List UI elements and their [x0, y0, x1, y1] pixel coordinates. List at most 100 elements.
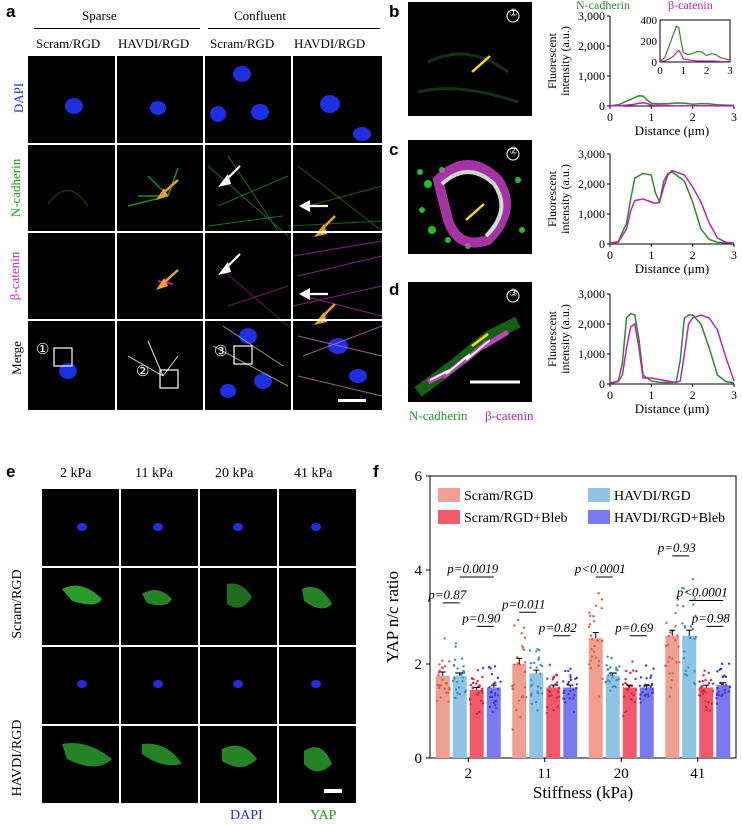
chart-f-point [487, 665, 491, 669]
chart-f-point [605, 664, 608, 667]
chart-f-point [511, 728, 514, 731]
chart-f-point [479, 699, 483, 703]
chart-f-point [608, 680, 612, 683]
chart-f-point [575, 686, 578, 690]
chart-f-point [569, 676, 572, 679]
channel-dapi-label: DAPI [230, 808, 263, 823]
chart-f-point [639, 693, 642, 696]
chart-f-xtick-label: 20 [614, 766, 629, 782]
chart-f-point [723, 691, 727, 694]
chart-f-point [683, 626, 687, 629]
chart-f-point [445, 691, 448, 694]
panel-f-label: f [373, 462, 379, 481]
chart-f-xtick-label: 41 [690, 766, 705, 782]
profile-legend-bcat: β-catenin [668, 0, 713, 12]
chart-f-point [452, 664, 456, 667]
chart-f-point [552, 708, 555, 712]
chart-f-point [555, 683, 559, 687]
merge-row [53, 325, 382, 402]
chart-f-point [604, 680, 608, 683]
chart-f-point [685, 590, 689, 593]
chart-f-point [609, 666, 612, 669]
chart-f-point [685, 674, 689, 677]
chart-f-point [675, 661, 678, 664]
chart-f-point [443, 687, 447, 690]
chart-f-point [546, 677, 549, 680]
chart-f-point [698, 693, 701, 697]
chart-f-frame [429, 475, 737, 759]
chart-b-ytick-label: 1,000 [578, 69, 605, 83]
chart-d-series-0 [609, 312, 735, 384]
chart-f-bar [639, 687, 654, 758]
panel-d-label: d [389, 280, 400, 299]
chart-f-point [528, 649, 532, 652]
chart-f-point [720, 683, 724, 686]
stiffness-label-1: 2 kPa [60, 466, 92, 481]
chart-f-point [652, 667, 655, 670]
chart-f-point [651, 691, 655, 694]
chart-f-point [456, 667, 459, 670]
chart-f-point [488, 705, 492, 709]
chart-f-point [469, 703, 472, 706]
chart-f-point [589, 659, 592, 663]
chart-f-point [614, 685, 617, 689]
chart-f-point [448, 686, 451, 690]
chart-c-xtick-label: 3 [731, 248, 737, 262]
chart-f-point [572, 694, 576, 697]
chart-f-point [539, 663, 542, 666]
chart-f-point [704, 700, 707, 703]
chart-f-point [624, 678, 627, 681]
chart-b-inset-frame [659, 19, 731, 63]
chart-f-point [691, 577, 695, 581]
chart-f-point [555, 681, 559, 684]
chart-f-point [530, 678, 533, 682]
chart-d-xtick-label: 3 [731, 388, 737, 402]
group-sparse-line [34, 28, 200, 29]
chart-f-point [564, 701, 567, 704]
chart-f-point [439, 696, 442, 699]
chart-f-point [593, 644, 596, 648]
chart-f-point [519, 715, 522, 719]
chart-f-point [644, 694, 647, 697]
chart-f-point [649, 685, 652, 688]
chart-f-point [454, 642, 458, 645]
chart-f-point [477, 691, 480, 695]
chart-f-point [488, 686, 491, 689]
chart-f-ytick-label: 4 [415, 563, 423, 579]
chart-f-bar [486, 687, 501, 758]
chart-f-point [597, 659, 601, 663]
chart-f-point [601, 677, 604, 680]
chart-f-point [671, 671, 674, 675]
chart-b-inset-series-1 [659, 49, 730, 63]
group-confluent-label: Confluent [234, 8, 286, 23]
chart-d-series-1 [609, 314, 735, 385]
chart-f-point [707, 682, 711, 685]
chart-f-point [494, 706, 498, 710]
chart-f-point [443, 637, 446, 640]
chart-f-point [665, 621, 668, 625]
chart-b-inset-series-0 [659, 25, 731, 62]
chart-f-point [545, 711, 549, 715]
chart-f-point [436, 683, 439, 687]
chart-f-point [496, 676, 500, 680]
chart-f-point [721, 693, 724, 697]
chart-f-point [723, 674, 726, 677]
chart-b-xlabel: Distance (μm) [635, 123, 709, 138]
chart-d-xtick-label: 0 [607, 388, 613, 402]
chart-f-bar [605, 675, 620, 758]
chart-f-point [461, 676, 465, 679]
chart-f-point [532, 661, 536, 665]
col-label-1: Scram/RGD [36, 36, 101, 51]
chart-b-ylabel-line1: Fluorescent [545, 32, 559, 89]
chart-f-point [610, 656, 613, 660]
chart-f-point [689, 636, 692, 640]
chart-f-legend-swatch [438, 510, 460, 524]
chart-f-point [491, 710, 494, 714]
chart-f-point [698, 688, 701, 691]
chart-f-point [609, 689, 612, 692]
chart-f-point [536, 647, 539, 651]
row-label-dapi: DAPI [11, 82, 26, 114]
chart-f-point [563, 697, 566, 700]
stiffness-label-2: 11 kPa [135, 466, 173, 481]
group-sparse-label: Sparse [82, 8, 117, 23]
